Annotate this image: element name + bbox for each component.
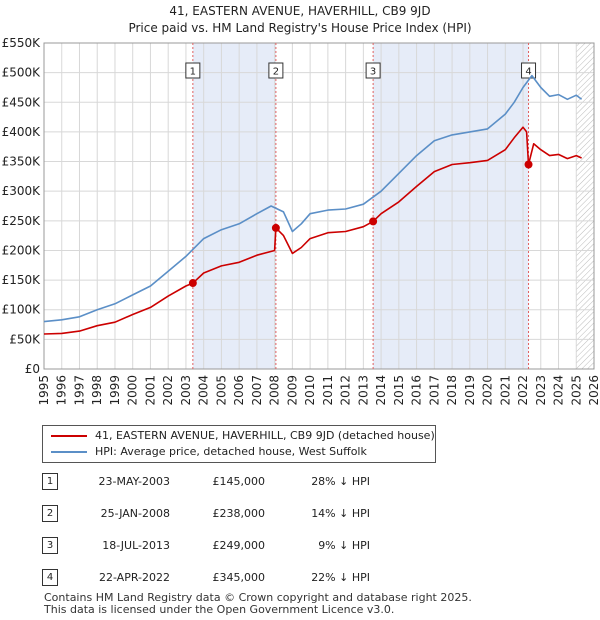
x-tick-label: 2015 <box>392 375 406 406</box>
sale-date: 25-JAN-2008 <box>100 507 170 520</box>
hatched-area <box>576 43 594 369</box>
x-tick-label: 2023 <box>534 375 548 406</box>
x-tick-label: 2019 <box>463 375 477 406</box>
hpi-line <box>43 74 583 323</box>
x-tick-label: 2004 <box>197 375 211 406</box>
sale-date: 22-APR-2022 <box>98 571 170 584</box>
x-tick-label: 2008 <box>268 375 282 406</box>
x-tick-label: 2007 <box>250 375 264 406</box>
legend: 41, EASTERN AVENUE, HAVERHILL, CB9 9JD (… <box>42 425 436 463</box>
legend-item-hpi: HPI: Average price, detached house, West… <box>51 444 367 460</box>
sale-marker-label: 4 <box>525 67 531 78</box>
sale-hpi-diff: 22% ↓ HPI <box>311 571 370 584</box>
sale-marker-box <box>521 62 537 79</box>
y-tick-label: £0 <box>25 362 40 376</box>
y-tick-label: £550K <box>2 36 42 50</box>
plot-frame <box>43 42 595 370</box>
shaded-band <box>192 43 276 369</box>
y-tick-label: £50K <box>9 332 41 346</box>
sale-price: £345,000 <box>212 571 266 584</box>
sale-point <box>188 279 197 288</box>
x-tick-label: 1998 <box>90 375 104 406</box>
x-tick-label: 2016 <box>410 375 424 406</box>
sale-marker-box <box>268 62 284 79</box>
sale-marker-label: 3 <box>370 67 376 78</box>
y-tick-label: £450K <box>2 95 42 109</box>
sale-marker-label: 2 <box>273 67 279 78</box>
table-row: 1 23-MAY-2003 £145,000 28% ↓ HPI <box>0 473 600 493</box>
x-tick-label: 2011 <box>321 375 335 406</box>
x-tick-label: 2022 <box>516 375 530 406</box>
y-tick-label: £250K <box>2 214 42 228</box>
y-tick-label: £350K <box>2 155 42 169</box>
footer: Contains HM Land Registry data © Crown c… <box>44 592 472 616</box>
sale-marker-box <box>185 62 201 79</box>
sale-number: 1 <box>42 473 58 490</box>
x-tick-label: 2021 <box>498 375 512 406</box>
legend-item-property: 41, EASTERN AVENUE, HAVERHILL, CB9 9JD (… <box>51 428 435 444</box>
sale-number: 2 <box>42 505 58 522</box>
x-tick-label: 2026 <box>587 375 600 406</box>
y-tick-label: £200K <box>2 243 42 257</box>
x-tick-label: 2005 <box>214 375 228 406</box>
sale-point <box>369 217 378 226</box>
sale-marker-label: 1 <box>190 67 196 78</box>
x-tick-label: 2002 <box>161 375 175 406</box>
sale-hpi-diff: 28% ↓ HPI <box>311 475 370 488</box>
sale-date: 18-JUL-2013 <box>102 539 170 552</box>
x-tick-label: 1999 <box>108 375 122 406</box>
x-tick-label: 2006 <box>232 375 246 406</box>
x-tick-label: 2009 <box>285 375 299 406</box>
x-tick-label: 2014 <box>374 375 388 406</box>
x-tick-label: 2017 <box>427 375 441 406</box>
x-tick-label: 1995 <box>37 375 51 406</box>
table-row: 2 25-JAN-2008 £238,000 14% ↓ HPI <box>0 505 600 525</box>
y-tick-label: £100K <box>2 303 42 317</box>
x-tick-label: 2020 <box>481 375 495 406</box>
x-tick-label: 2013 <box>356 375 370 406</box>
chart-title: 41, EASTERN AVENUE, HAVERHILL, CB9 9JD <box>169 4 431 18</box>
sale-price: £249,000 <box>212 539 266 552</box>
sale-number: 3 <box>42 537 58 554</box>
table-row: 3 18-JUL-2013 £249,000 9% ↓ HPI <box>0 537 600 557</box>
legend-label-hpi: HPI: Average price, detached house, West… <box>95 445 367 458</box>
legend-swatch-property <box>51 435 87 437</box>
sale-point <box>524 160 533 169</box>
x-tick-label: 2024 <box>552 375 566 406</box>
chart-subtitle: Price paid vs. HM Land Registry's House … <box>128 21 472 35</box>
sale-date: 23-MAY-2003 <box>98 475 170 488</box>
sale-hpi-diff: 14% ↓ HPI <box>311 507 370 520</box>
legend-label-property: 41, EASTERN AVENUE, HAVERHILL, CB9 9JD (… <box>95 429 435 442</box>
footer-line-licence: This data is licensed under the Open Gov… <box>44 603 395 616</box>
x-tick-label: 2012 <box>339 375 353 406</box>
sale-number: 4 <box>42 569 58 586</box>
sale-price: £238,000 <box>212 507 266 520</box>
footer-line-copyright: Contains HM Land Registry data © Crown c… <box>44 591 472 604</box>
x-tick-label: 2025 <box>569 375 583 406</box>
x-tick-label: 2018 <box>445 375 459 406</box>
sale-marker-box <box>365 62 381 79</box>
x-tick-label: 2010 <box>303 375 317 406</box>
sale-point <box>271 223 280 232</box>
price-chart: £0 £50K £100K £150K £200K £250K £300K £350K £400… <box>2 36 600 406</box>
y-tick-label: £300K <box>2 184 42 198</box>
sale-price: £145,000 <box>212 475 266 488</box>
y-tick-label: £150K <box>2 273 42 287</box>
x-tick-label: 2001 <box>143 375 157 406</box>
x-tick-label: 1997 <box>72 375 86 406</box>
x-tick-label: 2003 <box>179 375 193 406</box>
sale-hpi-diff: 9% ↓ HPI <box>318 539 370 552</box>
y-tick-label: £500K <box>2 66 42 80</box>
table-row: 4 22-APR-2022 £345,000 22% ↓ HPI <box>0 569 600 589</box>
y-tick-label: £400K <box>2 125 42 139</box>
x-tick-label: 1996 <box>55 375 69 406</box>
legend-swatch-hpi <box>51 451 87 453</box>
x-tick-label: 2000 <box>126 375 140 406</box>
